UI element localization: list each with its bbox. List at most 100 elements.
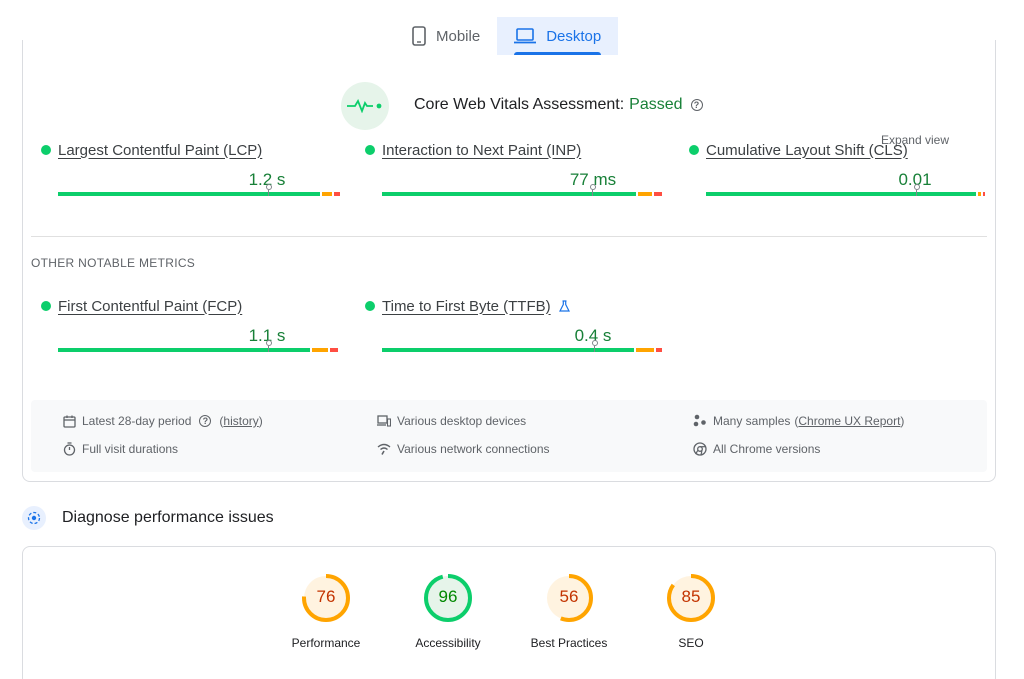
metric-ttfb-marker bbox=[592, 340, 598, 352]
average-segment bbox=[312, 348, 328, 352]
good-status-dot bbox=[689, 145, 699, 155]
info-chrome-text: All Chrome versions bbox=[713, 442, 821, 456]
core-web-vitals-card: Core Web Vitals Assessment: Passed ? Exp… bbox=[22, 40, 996, 482]
poor-segment bbox=[654, 192, 662, 196]
device-tabs: Mobile Desktop bbox=[395, 17, 619, 55]
tab-mobile-label: Mobile bbox=[436, 27, 481, 45]
metric-fcp-name[interactable]: First Contentful Paint (FCP) bbox=[58, 297, 243, 315]
metric-fcp-value: 1.1 s bbox=[248, 326, 286, 345]
poor-segment bbox=[983, 192, 985, 196]
other-metrics-heading: OTHER NOTABLE METRICS bbox=[31, 256, 196, 270]
average-segment bbox=[978, 192, 981, 196]
gauge-ring bbox=[302, 574, 350, 622]
metric-fcp-marker bbox=[266, 340, 272, 352]
tab-mobile[interactable]: Mobile bbox=[395, 17, 497, 55]
info-devices-text: Various desktop devices bbox=[397, 414, 527, 428]
metric-cls-marker bbox=[914, 184, 920, 196]
score-value: 76 bbox=[316, 587, 336, 606]
good-segment bbox=[382, 348, 634, 352]
good-status-dot bbox=[365, 301, 375, 311]
metric-lcp-value: 1.2 s bbox=[248, 170, 286, 189]
tab-desktop-label: Desktop bbox=[546, 27, 602, 45]
poor-segment bbox=[656, 348, 662, 352]
diagnose-title: Diagnose performance issues bbox=[62, 509, 274, 526]
metric-inp-name[interactable]: Interaction to Next Paint (INP) bbox=[382, 141, 582, 159]
score-value: 85 bbox=[681, 587, 701, 606]
metric-cls: Cumulative Layout Shift (CLS) 0.01 bbox=[689, 140, 985, 196]
poor-segment bbox=[334, 192, 340, 196]
lighthouse-icon bbox=[22, 506, 46, 530]
tab-desktop[interactable]: Desktop bbox=[497, 17, 619, 55]
gauge-ring bbox=[424, 574, 472, 622]
metric-ttfb-name[interactable]: Time to First Byte (TTFB) bbox=[382, 297, 551, 315]
lighthouse-scores-card: 76 Performance 96 Accessibility 56 Best … bbox=[22, 546, 996, 679]
assessment-status: Passed bbox=[629, 96, 683, 113]
metric-cls-name[interactable]: Cumulative Layout Shift (CLS) bbox=[706, 141, 908, 159]
score-gauge: 56 bbox=[544, 573, 594, 623]
metric-cls-distribution-bar bbox=[706, 192, 987, 196]
info-network-text: Various network connections bbox=[397, 442, 550, 456]
score-label: Accessibility bbox=[415, 636, 481, 650]
metric-inp-value: 77 ms bbox=[569, 170, 617, 189]
gauge-ring bbox=[545, 574, 593, 622]
crux-report-link[interactable]: Chrome UX Report bbox=[798, 414, 901, 428]
pulse-icon bbox=[341, 82, 389, 130]
info-samples: Many samples (Chrome UX Report) bbox=[693, 414, 904, 428]
metric-ttfb: Time to First Byte (TTFB) 0.4 s bbox=[365, 296, 662, 352]
info-visit-text: Full visit durations bbox=[82, 442, 179, 456]
flask-icon bbox=[558, 300, 570, 312]
info-network: Various network connections bbox=[377, 442, 550, 456]
score-label: Best Practices bbox=[530, 636, 608, 650]
score-best-practices[interactable]: 56 Best Practices bbox=[509, 573, 629, 650]
average-segment bbox=[636, 348, 654, 352]
info-samples-text: Many samples bbox=[713, 414, 791, 428]
expand-view-link[interactable]: Expand view bbox=[880, 133, 949, 147]
score-value: 56 bbox=[559, 587, 579, 606]
good-segment bbox=[58, 348, 310, 352]
chrome-icon bbox=[693, 442, 707, 456]
poor-segment bbox=[330, 348, 338, 352]
score-gauge: 76 bbox=[301, 573, 351, 623]
average-segment bbox=[638, 192, 652, 196]
history-link[interactable]: history bbox=[223, 414, 259, 428]
calendar-icon bbox=[62, 414, 76, 428]
assessment-title: Core Web Vitals Assessment: Passed ? bbox=[414, 96, 703, 114]
metric-lcp-name[interactable]: Largest Contentful Paint (LCP) bbox=[58, 141, 263, 159]
laptop-icon bbox=[514, 28, 537, 44]
info-period-text: Latest 28-day period bbox=[82, 414, 192, 428]
good-segment bbox=[706, 192, 976, 196]
info-visit: Full visit durations bbox=[62, 442, 178, 456]
info-chrome: All Chrome versions bbox=[693, 442, 820, 456]
section-divider bbox=[31, 236, 987, 237]
metric-fcp: First Contentful Paint (FCP) 1.1 s bbox=[41, 296, 338, 352]
metric-lcp-marker bbox=[266, 184, 272, 196]
metric-inp-distribution-bar bbox=[382, 192, 664, 196]
metric-ttfb-value: 0.4 s bbox=[574, 326, 612, 345]
metric-lcp: Largest Contentful Paint (LCP) 1.2 s bbox=[41, 140, 340, 196]
good-status-dot bbox=[41, 301, 51, 311]
info-devices: Various desktop devices bbox=[377, 414, 526, 428]
score-gauge: 85 bbox=[666, 573, 716, 623]
metric-ttfb-distribution-bar bbox=[382, 348, 664, 352]
score-label: SEO bbox=[678, 636, 704, 650]
score-performance[interactable]: 76 Performance bbox=[266, 573, 386, 650]
metric-fcp-distribution-bar bbox=[58, 348, 340, 352]
score-accessibility[interactable]: 96 Accessibility bbox=[388, 573, 508, 650]
data-info-panel: Latest 28-day period ? (history) Full vi… bbox=[31, 400, 987, 472]
devices-icon bbox=[377, 414, 391, 428]
score-gauge: 96 bbox=[423, 573, 473, 623]
score-seo[interactable]: 85 SEO bbox=[631, 573, 751, 650]
phone-icon bbox=[412, 26, 426, 46]
metric-lcp-distribution-bar bbox=[58, 192, 342, 196]
metric-inp-marker bbox=[590, 184, 596, 196]
help-icon[interactable]: ? bbox=[199, 415, 212, 427]
wifi-icon bbox=[377, 442, 391, 456]
samples-icon bbox=[693, 414, 707, 428]
good-status-dot bbox=[365, 145, 375, 155]
score-label: Performance bbox=[291, 636, 361, 650]
help-icon[interactable]: ? bbox=[690, 99, 703, 111]
assessment-title-text: Core Web Vitals Assessment: bbox=[414, 96, 625, 113]
metric-cls-value: 0.01 bbox=[898, 170, 932, 189]
good-segment bbox=[382, 192, 636, 196]
gauge-ring bbox=[667, 574, 715, 622]
